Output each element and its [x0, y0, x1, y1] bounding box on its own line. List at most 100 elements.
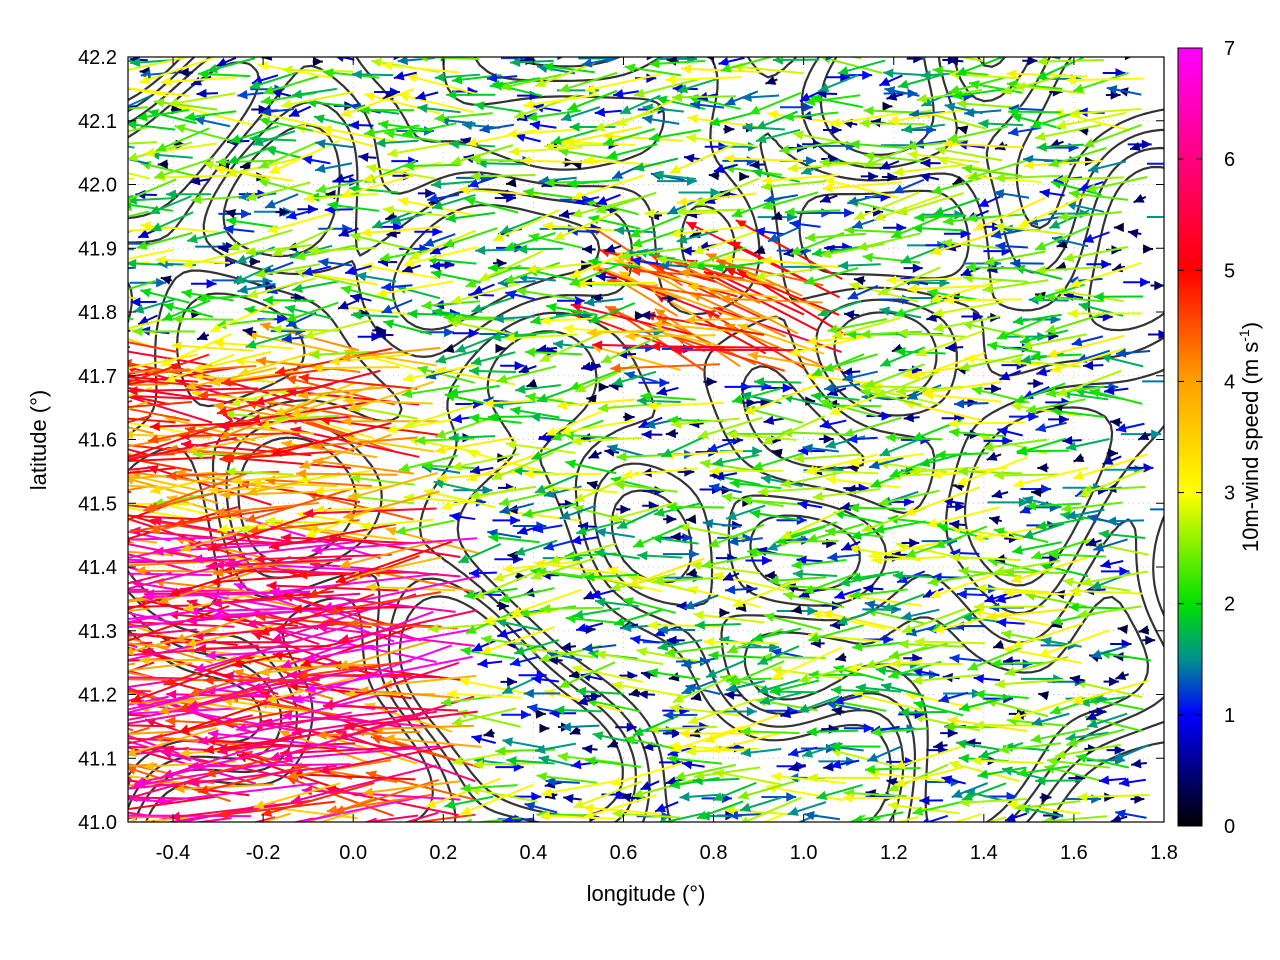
wind-arrow: [713, 470, 738, 481]
wind-arrow: [884, 86, 920, 97]
colorbar-title-main: 10m-wind speed (m s: [1238, 342, 1263, 552]
wind-arrow: [622, 467, 698, 480]
wind-arrow: [843, 309, 860, 320]
wind-arrow: [1115, 348, 1151, 358]
wind-arrow: [833, 509, 885, 525]
wind-arrow: [612, 809, 681, 819]
wind-arrow: [1124, 57, 1132, 61]
wind-arrow: [1146, 162, 1164, 165]
wind-arrow: [340, 174, 414, 198]
wind-arrow: [1106, 85, 1142, 96]
wind-arrow: [443, 227, 498, 248]
wind-arrow: [161, 299, 211, 322]
wind-arrow: [250, 661, 399, 693]
wind-arrow: [663, 514, 677, 525]
wind-arrow: [703, 57, 714, 61]
wind-arrow: [628, 687, 641, 698]
wind-arrow: [275, 207, 290, 217]
wind-arrow: [245, 181, 311, 202]
wind-arrow: [128, 367, 153, 376]
wind-arrow: [386, 417, 461, 434]
wind-arrow: [887, 763, 949, 792]
wind-arrow: [708, 483, 742, 494]
wind-arrow: [757, 645, 800, 666]
wind-arrow: [239, 160, 251, 171]
wind-arrow: [781, 427, 845, 438]
wind-arrow: [613, 608, 663, 627]
wind-arrow: [670, 725, 744, 753]
wind-arrow: [559, 504, 597, 520]
wind-arrow: [338, 227, 359, 237]
wind-arrow: [128, 208, 133, 212]
wind-arrow: [680, 657, 717, 669]
wind-arrow: [381, 674, 477, 690]
wind-arrow: [532, 523, 563, 534]
wind-arrow: [1106, 745, 1125, 755]
wind-arrow: [887, 801, 960, 815]
wind-arrow: [128, 636, 213, 664]
wind-arrow: [596, 193, 621, 206]
wind-arrow: [771, 448, 783, 458]
wind-arrow: [434, 436, 515, 455]
wind-arrow: [271, 88, 292, 99]
wind-arrow: [471, 639, 497, 652]
wind-arrow: [128, 95, 151, 108]
wind-arrow: [901, 538, 920, 548]
wind-arrow: [499, 216, 542, 234]
wind-arrow: [804, 94, 861, 106]
wind-arrow: [932, 300, 1003, 318]
wind-arrow: [1010, 556, 1088, 584]
wind-arrow: [739, 171, 750, 182]
wind-arrow: [1048, 414, 1069, 425]
wind-arrow: [128, 795, 216, 811]
wind-arrow: [830, 685, 880, 695]
wind-arrow: [572, 607, 621, 620]
wind-arrow: [998, 742, 1061, 755]
wind-arrow: [128, 394, 170, 406]
wind-arrow: [738, 642, 780, 653]
wind-arrow: [575, 278, 656, 288]
wind-arrow: [1103, 385, 1129, 396]
wind-arrow: [1127, 228, 1142, 239]
wind-arrow: [128, 341, 178, 354]
wind-arrow: [967, 646, 1023, 671]
wind-arrow: [435, 348, 480, 364]
wind-arrow: [206, 57, 256, 74]
wind-arrow: [914, 636, 985, 647]
wind-arrow: [128, 353, 210, 384]
wind-arrow: [868, 541, 943, 560]
wind-arrow: [128, 105, 138, 108]
wind-arrow: [479, 123, 515, 134]
wind-arrow: [292, 280, 340, 293]
wind-arrow: [904, 486, 981, 516]
wind-arrow: [915, 329, 984, 357]
wind-arrow: [708, 170, 720, 181]
wind-arrow: [860, 171, 879, 182]
wind-arrow: [139, 655, 232, 666]
wind-arrow: [318, 257, 353, 268]
wind-arrow: [943, 228, 971, 239]
wind-arrow: [690, 100, 725, 110]
wind-arrow: [787, 746, 818, 758]
wind-arrow: [629, 214, 681, 238]
wind-arrow: [128, 398, 154, 411]
wind-arrow: [633, 78, 699, 98]
wind-arrow: [128, 727, 217, 757]
wind-arrow: [973, 196, 1046, 232]
wind-arrow: [797, 695, 840, 713]
wind-arrow: [913, 700, 964, 717]
wind-arrow: [1057, 174, 1124, 184]
wind-arrow: [755, 266, 826, 281]
wind-arrow: [469, 485, 537, 501]
wind-arrow: [220, 489, 317, 500]
wind-arrow: [875, 665, 924, 677]
wind-arrow: [749, 159, 765, 170]
wind-arrow: [464, 196, 519, 214]
wind-arrow: [1032, 283, 1085, 302]
wind-arrow: [671, 345, 804, 355]
wind-arrow: [878, 74, 903, 87]
wind-arrow: [128, 426, 154, 435]
wind-arrow: [492, 515, 521, 526]
wind-arrow: [897, 192, 964, 216]
wind-arrow: [474, 101, 523, 113]
